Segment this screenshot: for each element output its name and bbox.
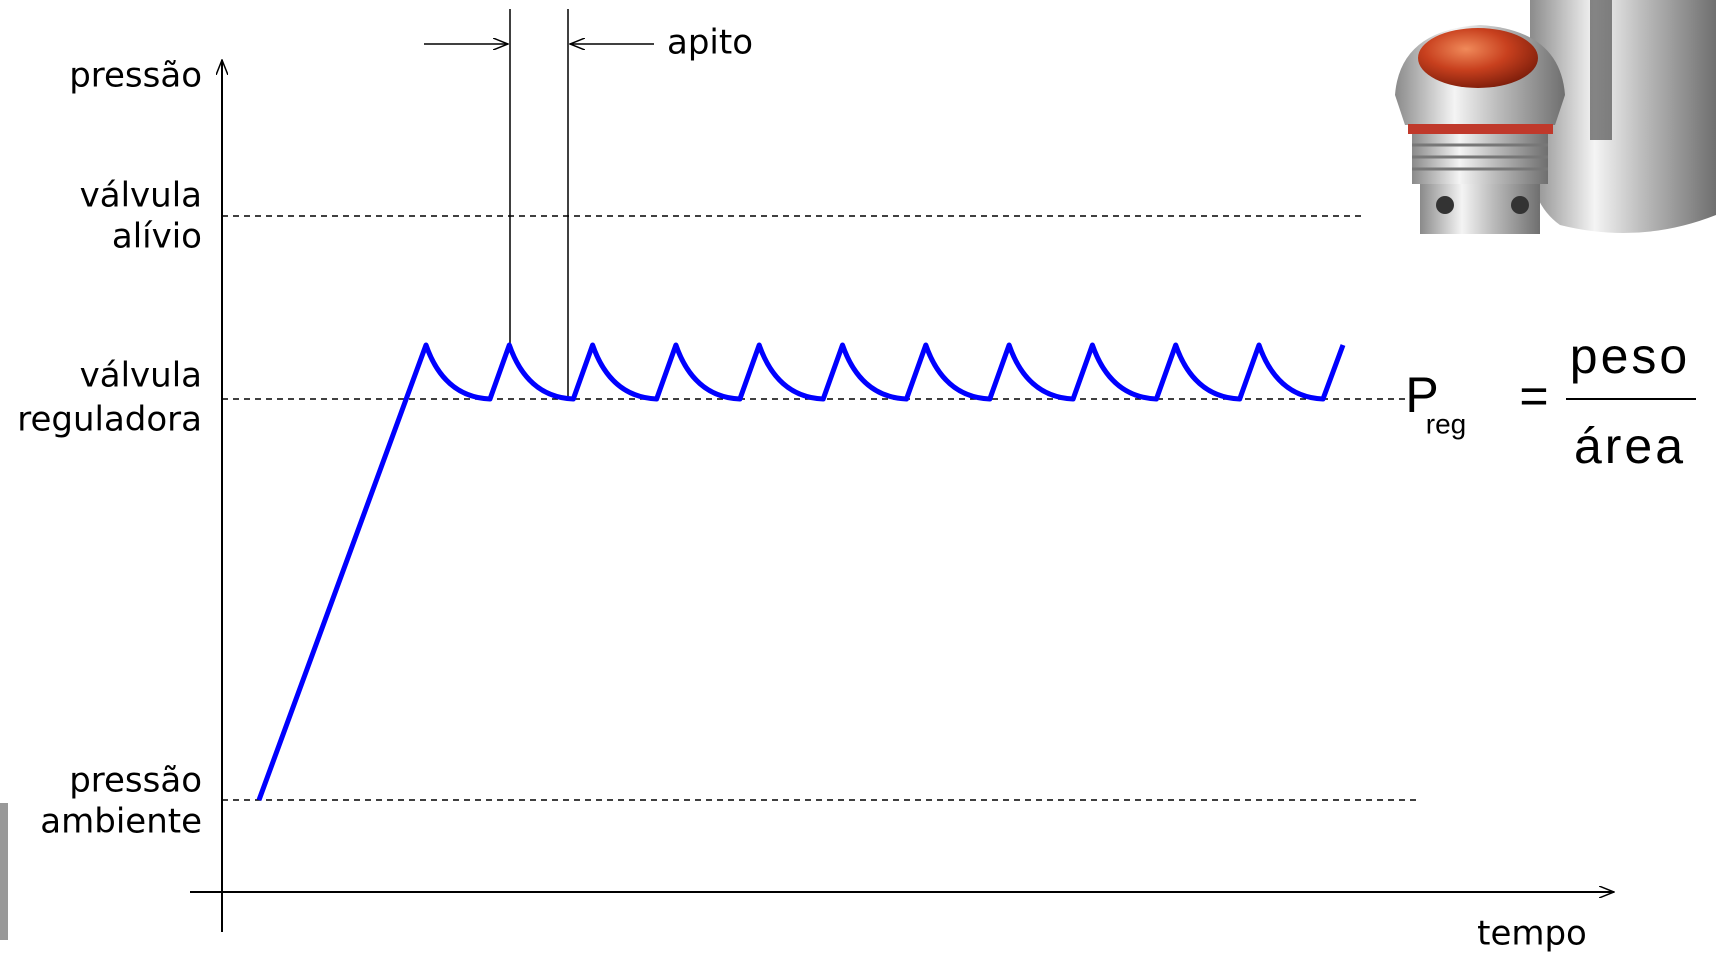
formula-subscript: reg xyxy=(1426,408,1466,439)
level-label: pressão xyxy=(69,761,202,801)
x-label: tempo xyxy=(1477,914,1587,954)
level-label: válvula xyxy=(80,356,202,396)
y-label: pressão xyxy=(69,56,202,96)
diagram: pressão tempo válvula alívio válvula reg… xyxy=(0,0,1716,960)
level-label: alívio xyxy=(112,217,202,257)
formula-numerator: peso xyxy=(1570,328,1690,384)
formula-denominator: área xyxy=(1574,418,1686,474)
pressure-curve xyxy=(259,345,1343,800)
level-label: válvula xyxy=(80,176,202,216)
apito-label: apito xyxy=(667,23,753,63)
formula-operator: = xyxy=(1519,368,1548,424)
level-label: ambiente xyxy=(40,802,202,842)
edge-bar xyxy=(0,803,8,940)
valve-image xyxy=(1395,0,1716,234)
level-label: reguladora xyxy=(17,400,202,440)
